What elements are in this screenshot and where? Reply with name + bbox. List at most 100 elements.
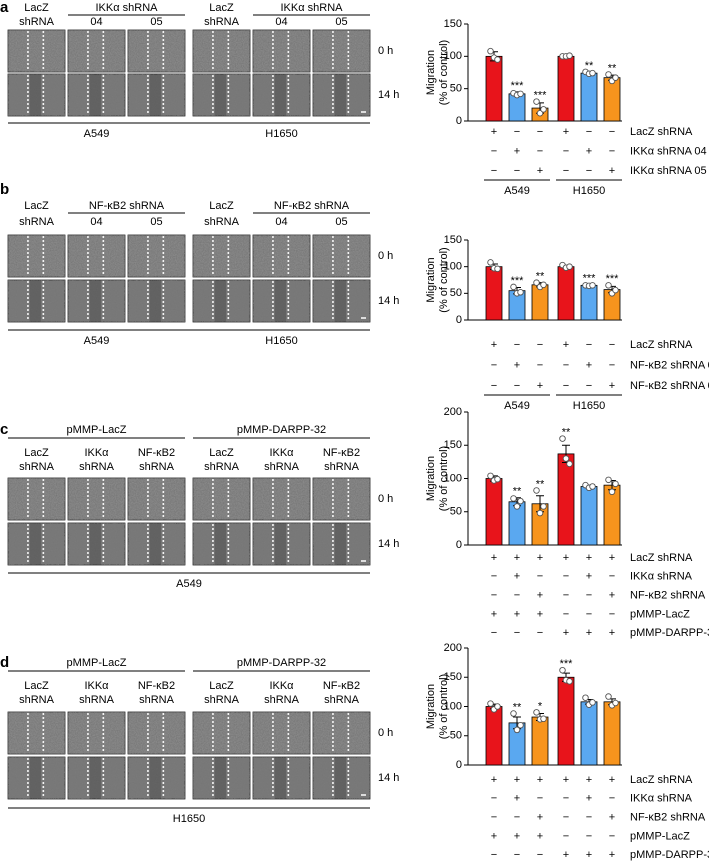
span-header: pMMP-DARPP-32 [237,424,326,436]
treatment-sign: + [586,552,592,564]
data-point [566,263,573,270]
treatment-label: LacZ shRNA [630,126,693,138]
column-header: 04 [275,16,287,28]
time-label: 0 h [378,45,393,57]
treatment-sign: + [563,552,569,564]
significance: *** [511,80,525,92]
significance: *** [606,273,620,285]
time-label: 0 h [378,493,393,505]
wound-gap [214,523,227,565]
treatment-sign: − [586,165,592,177]
treatment-sign: − [491,812,497,824]
micrograph-texture [8,74,65,116]
span-header: pMMP-DARPP-32 [237,657,326,669]
column-header: NF-κB2 [323,680,360,692]
treatment-sign: − [491,849,497,861]
micrograph-texture [68,478,125,520]
wound-gap [214,280,227,322]
treatment-sign: + [609,380,615,392]
treatment-sign: + [586,774,592,786]
time-label: 14 h [378,772,399,784]
treatment-sign: − [491,590,497,602]
treatment-sign: + [609,812,615,824]
column-header: LacZ [209,447,234,459]
span-header: NF-κB2 shRNA [274,200,350,212]
treatment-label: NF-κB2 shRNA [630,590,706,602]
treatment-sign: − [563,830,569,842]
treatment-sign: − [609,339,615,351]
micrograph-texture [128,74,185,116]
treatment-sign: − [514,590,520,602]
treatment-sign: + [563,774,569,786]
treatment-sign: − [563,145,569,157]
cell-line-label: H1650 [265,128,297,140]
data-point [589,282,596,289]
bar [580,284,598,321]
micrograph-texture [68,523,125,565]
micrograph-texture [313,30,370,72]
treatment-label: IKKα shRNA 04 [630,145,707,157]
treatment-label: pMMP-DARPP-32 [630,849,709,861]
group-label: H1650 [573,185,605,197]
data-point [605,476,612,484]
data-point [540,281,547,289]
significance: ** [608,62,617,74]
treatment-sign: − [586,339,592,351]
column-header: shRNA [19,216,55,228]
cell-line-label: A549 [84,335,110,347]
data-point [559,666,566,674]
treatment-sign: + [586,571,592,583]
y-tick-label: 150 [444,439,462,451]
micrograph-texture [253,757,310,799]
treatment-sign: + [586,145,592,157]
column-header: 05 [335,16,347,28]
treatment-sign: + [609,165,615,177]
treatment-sign: + [563,849,569,861]
y-tick-label: 50 [450,287,462,299]
treatment-sign: + [491,552,497,564]
data-point [605,71,612,78]
treatment-label: pMMP-DARPP-32 [630,627,709,639]
wound-gap [89,280,102,322]
column-header: shRNA [79,461,115,473]
span-header: pMMP-LacZ [67,657,127,669]
significance: *** [534,90,548,102]
treatment-sign: + [586,849,592,861]
treatment-sign: − [609,793,615,805]
bar [485,706,503,766]
cell-line-label: H1650 [173,813,205,825]
treatment-sign: − [491,627,497,639]
micrograph-texture [253,478,310,520]
significance: * [538,700,543,712]
y-axis-label-sub: (% of control) [438,247,450,312]
y-tick-label: 0 [456,539,462,551]
data-point [582,694,589,701]
panel-letter: c [0,421,8,438]
bar [485,55,503,122]
micrograph-texture [128,478,185,520]
y-tick-label: 100 [444,472,462,484]
micrograph-texture [68,235,125,277]
span-header: pMMP-LacZ [67,424,127,436]
cell-line-label: H1650 [265,335,297,347]
data-point [540,106,547,113]
micrograph-texture [128,235,185,277]
treatment-label: pMMP-LacZ [630,608,690,620]
treatment-sign: − [586,380,592,392]
treatment-sign: − [537,126,543,138]
treatment-sign: − [491,793,497,805]
data-point [589,69,596,77]
data-point [559,435,566,442]
treatment-sign: + [514,608,520,620]
span-header: IKKα shRNA [96,2,159,14]
treatment-sign: − [537,793,543,805]
treatment-sign: − [563,590,569,602]
y-tick-label: 50 [450,730,462,742]
wound-gap [274,74,287,116]
y-tick-label: 200 [444,406,462,418]
time-label: 0 h [378,727,393,739]
treatment-sign: + [563,627,569,639]
treatment-sign: + [586,793,592,805]
wound-gap [334,523,347,565]
